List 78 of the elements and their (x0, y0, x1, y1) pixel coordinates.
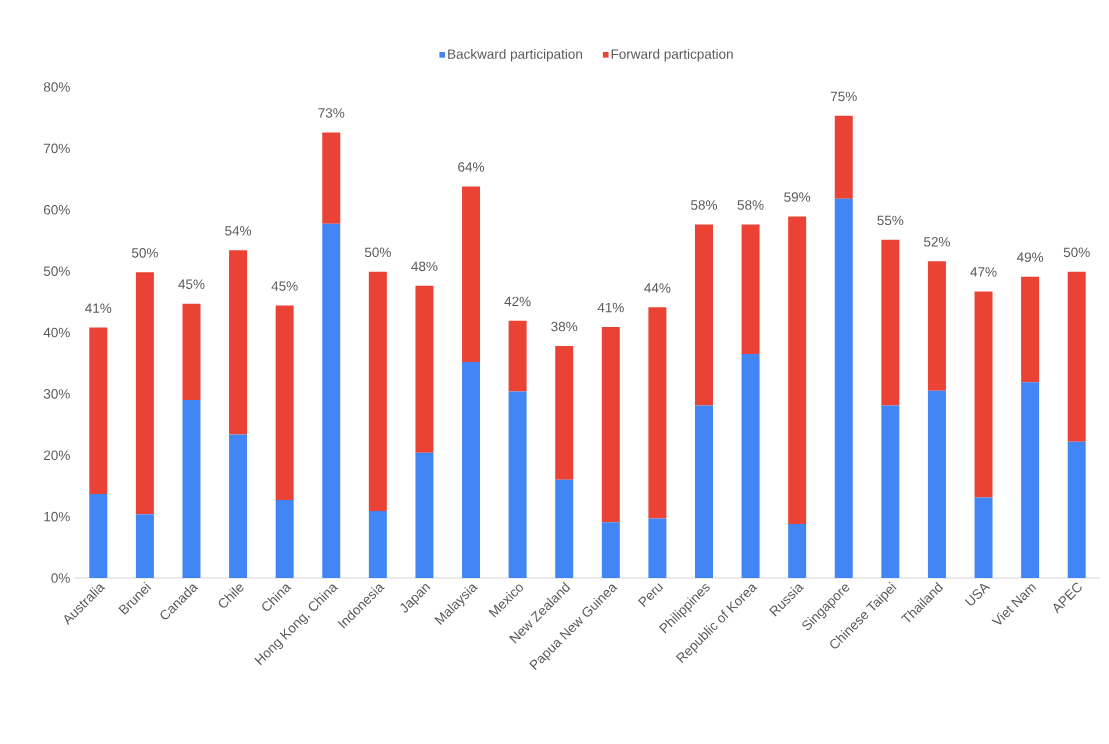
bar (555, 346, 574, 480)
total-label: 54% (225, 226, 252, 236)
y-tick-label: 30% (43, 389, 70, 399)
bar (601, 522, 620, 578)
total-label: 45% (271, 281, 298, 291)
total-label: 49% (1016, 252, 1044, 262)
total-label: 41% (85, 303, 112, 313)
total-label: 44% (644, 283, 671, 293)
bar (462, 361, 481, 578)
y-tick-label: 70% (43, 143, 70, 154)
bar (881, 239, 900, 406)
bar (555, 479, 574, 578)
total-label: 41% (597, 302, 624, 313)
bar (834, 115, 853, 199)
y-tick-label: 20% (43, 450, 70, 461)
bar (927, 390, 946, 578)
bar (275, 305, 294, 501)
bar (89, 327, 108, 494)
total-label: 58% (691, 200, 717, 210)
y-tick-label: 80% (43, 82, 70, 92)
bar (974, 497, 993, 578)
total-label: 50% (131, 248, 158, 258)
bar (834, 198, 853, 578)
bar (182, 303, 201, 401)
bar (89, 493, 108, 578)
y-tick-label: 50% (43, 266, 70, 276)
total-label: 59% (784, 192, 811, 202)
bar (182, 400, 201, 578)
bar (322, 132, 341, 224)
total-label: 52% (923, 237, 950, 247)
bar (415, 285, 434, 453)
bar (415, 452, 434, 578)
total-label: 47% (970, 267, 997, 277)
bar (368, 511, 387, 578)
total-label: 42% (504, 296, 531, 307)
bar (788, 523, 807, 578)
total-label: 38% (551, 321, 578, 332)
bar (229, 434, 248, 578)
y-tick-label: 40% (43, 327, 70, 338)
total-label: 48% (411, 261, 438, 272)
bar (1021, 382, 1040, 578)
bar (275, 500, 294, 578)
bar (508, 320, 527, 392)
total-label: 64% (458, 162, 485, 172)
y-tick-label: 60% (43, 204, 70, 215)
legend-label: Forward particpation (611, 48, 733, 62)
bar (694, 405, 713, 578)
bar (508, 391, 527, 578)
bar (927, 261, 946, 391)
bar (1067, 271, 1086, 442)
bar (694, 224, 713, 406)
y-tick-label: 0% (51, 573, 70, 583)
total-label: 50% (364, 247, 391, 258)
total-label: 73% (318, 108, 345, 118)
bar (974, 291, 993, 498)
bar (1067, 441, 1086, 578)
total-label: 50% (1063, 247, 1090, 258)
bar (135, 514, 154, 578)
bar (648, 307, 667, 519)
bar (741, 353, 760, 578)
bar (368, 271, 387, 512)
bar (788, 216, 807, 524)
legend-label: Backward participation (448, 48, 582, 62)
bar (1021, 276, 1040, 383)
total-label: 75% (830, 91, 857, 102)
x-tick-label: USA (964, 583, 991, 606)
bar (881, 405, 900, 578)
total-label: 58% (737, 200, 764, 210)
y-tick-label: 10% (44, 511, 70, 522)
bar (601, 326, 620, 523)
bar (135, 272, 154, 515)
bar (741, 224, 760, 354)
bar (322, 223, 341, 578)
total-label: 45% (178, 279, 205, 289)
total-label: 55% (877, 215, 904, 226)
bar (229, 250, 248, 435)
bar (648, 518, 667, 578)
bar (462, 186, 481, 362)
